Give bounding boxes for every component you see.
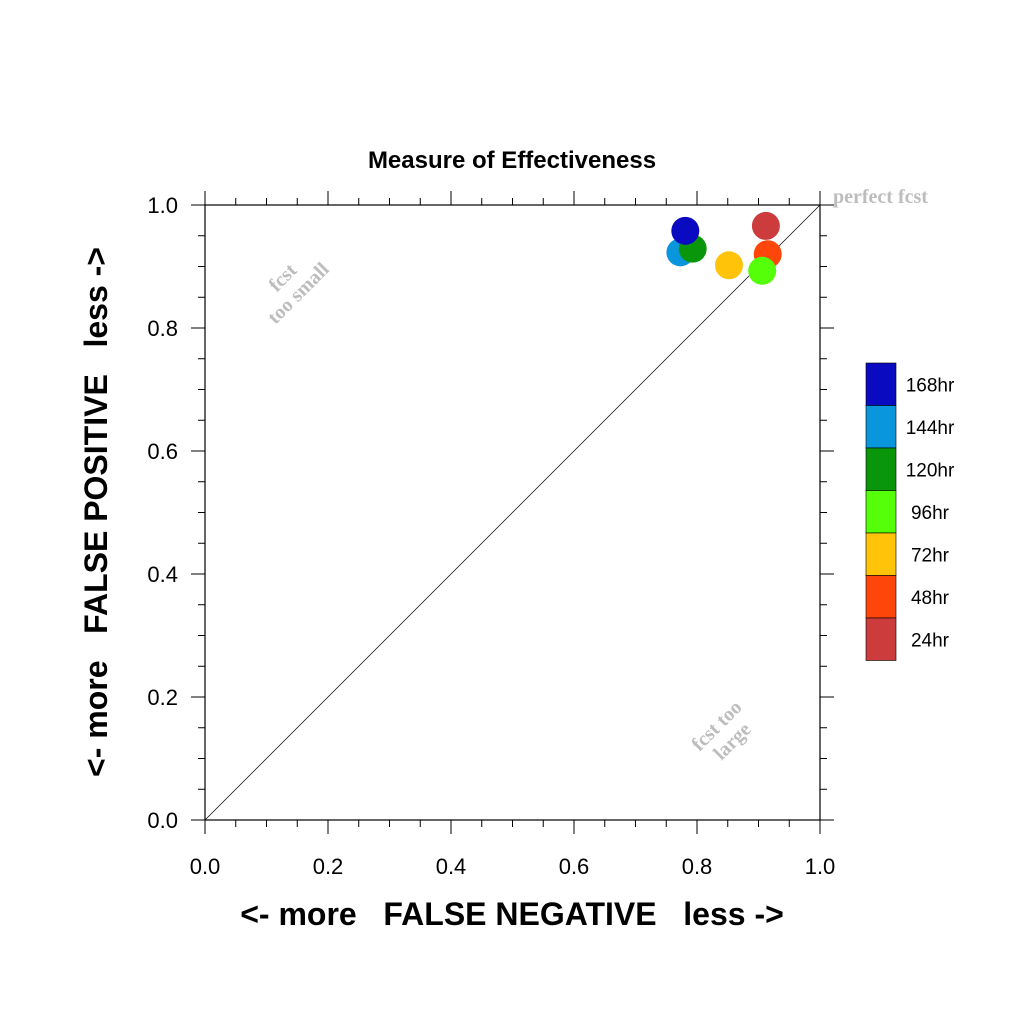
- y-tick-label: 0.0: [147, 808, 178, 833]
- y-tick-label: 0.8: [147, 316, 178, 341]
- data-points: [666, 211, 782, 285]
- legend-label-120hr: 120hr: [906, 460, 955, 481]
- legend-swatch-48hr: [865, 575, 897, 619]
- legend-swatch-24hr: [865, 617, 897, 661]
- y-tick-label: 1.0: [147, 193, 178, 218]
- legend-swatch-72hr: [865, 532, 897, 576]
- legend-label-96hr: 96hr: [911, 503, 950, 524]
- annotation-too-small-line2: too small: [263, 258, 333, 328]
- y-axis-label: <- more FALSE POSITIVE less ->: [78, 247, 114, 777]
- point-72hr: [714, 251, 743, 280]
- legend-label-24hr: 24hr: [911, 630, 950, 651]
- legend-swatch-168hr: [865, 362, 897, 406]
- point-24hr: [751, 211, 780, 240]
- x-tick-label: 0.2: [313, 854, 344, 879]
- annotation-perfect-fcst: perfect fcst: [833, 186, 928, 208]
- x-tick-label: 1.0: [805, 854, 836, 879]
- y-tick-label: 0.4: [147, 562, 178, 587]
- diagonal-line: [204, 204, 821, 821]
- x-tick-label: 0.8: [682, 854, 713, 879]
- x-tick-label: 0.6: [559, 854, 590, 879]
- legend-label-72hr: 72hr: [911, 545, 950, 566]
- legend-label-168hr: 168hr: [906, 375, 955, 396]
- legend-label-48hr: 48hr: [911, 588, 950, 609]
- x-tick-label: 0.0: [190, 854, 221, 879]
- tick-labels: 0.0 0.2 0.4 0.6 0.8 1.0 0.0 0.2 0.4 0.6 0.8 1.0: [147, 193, 835, 879]
- x-axis-label: <- more FALSE NEGATIVE less ->: [240, 896, 784, 932]
- legend-swatch-144hr: [865, 405, 897, 449]
- y-tick-label: 0.2: [147, 685, 178, 710]
- chart-title: Measure of Effectiveness: [368, 147, 656, 174]
- legend-swatch-120hr: [865, 447, 897, 491]
- x-tick-label: 0.4: [436, 854, 467, 879]
- legend-label-144hr: 144hr: [906, 418, 955, 439]
- axis-ticks: [191, 191, 834, 834]
- point-96hr: [748, 256, 777, 285]
- point-168hr: [671, 216, 700, 245]
- legend-swatch-96hr: [865, 490, 897, 534]
- legend: 168hr 144hr 120hr 96hr 72hr 48hr 24hr: [865, 362, 955, 661]
- y-tick-label: 0.6: [147, 439, 178, 464]
